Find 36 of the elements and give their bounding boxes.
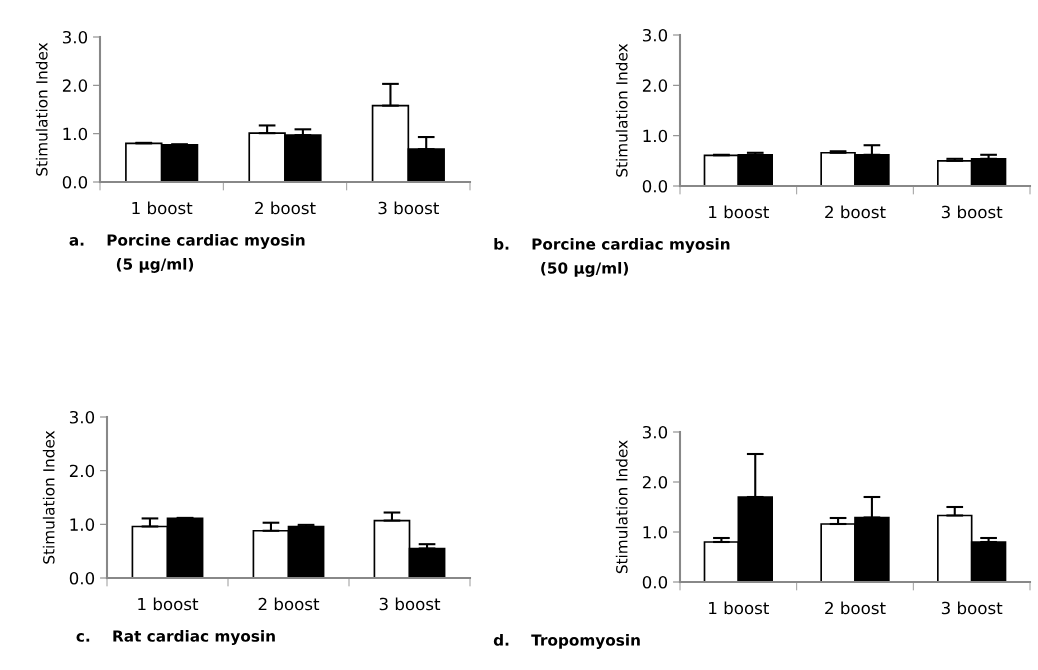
y-tick-label: 1.0 [643, 129, 668, 143]
text: b. Porcine cardiac myosin (50 µg/ml) [494, 238, 730, 277]
x-tick-label: 1 boost [138, 597, 199, 611]
x-tick-label: 2 boost [825, 205, 886, 219]
y-tick-label: 3.0 [642, 425, 668, 439]
y-tick-label: 3.0 [642, 28, 668, 42]
y-tick-label: 2.0 [642, 475, 668, 489]
y-axis-title: Stimulation Index [35, 42, 48, 176]
x-tick-label: 3 boost [379, 597, 441, 611]
y-tick-label: 1.0 [63, 127, 88, 141]
y-tick-label: 0.0 [642, 575, 668, 589]
x-tick-label: 2 boost [258, 597, 320, 611]
x-tick-label: 2 boost [825, 601, 886, 615]
y-axis-title: Stimulation Index [615, 440, 628, 574]
x-tick-label: 3 boost [941, 601, 1003, 615]
x-tick-label: 1 boost [709, 601, 769, 615]
text: d. Tropomyosin [493, 634, 640, 649]
y-tick-label: 1.0 [70, 518, 95, 531]
x-tick-label: 3 boost [378, 201, 439, 215]
y-tick-label: 3.0 [62, 30, 88, 44]
y-tick-label: 2.0 [62, 79, 88, 92]
y-tick-label: 1.0 [643, 525, 668, 539]
text: a. Porcine cardiac myosin (5 µg/ml) [69, 234, 305, 273]
y-tick-label: 0.0 [642, 179, 668, 193]
x-tick-label: 1 boost [709, 205, 769, 219]
text: c. Rat cardiac myosin [76, 630, 275, 645]
y-axis-title: Stimulation Index [615, 43, 628, 177]
y-axis-title: Stimulation Index [42, 430, 55, 564]
y-tick-label: 2.0 [642, 79, 668, 92]
y-tick-label: 3.0 [69, 410, 95, 424]
x-tick-label: 3 boost [941, 205, 1003, 219]
y-tick-label: 2.0 [69, 464, 95, 478]
y-tick-label: 0.0 [69, 571, 95, 585]
y-tick-label: 0.0 [62, 175, 88, 189]
x-tick-label: 1 boost [132, 201, 193, 215]
x-tick-label: 2 boost [255, 201, 316, 215]
